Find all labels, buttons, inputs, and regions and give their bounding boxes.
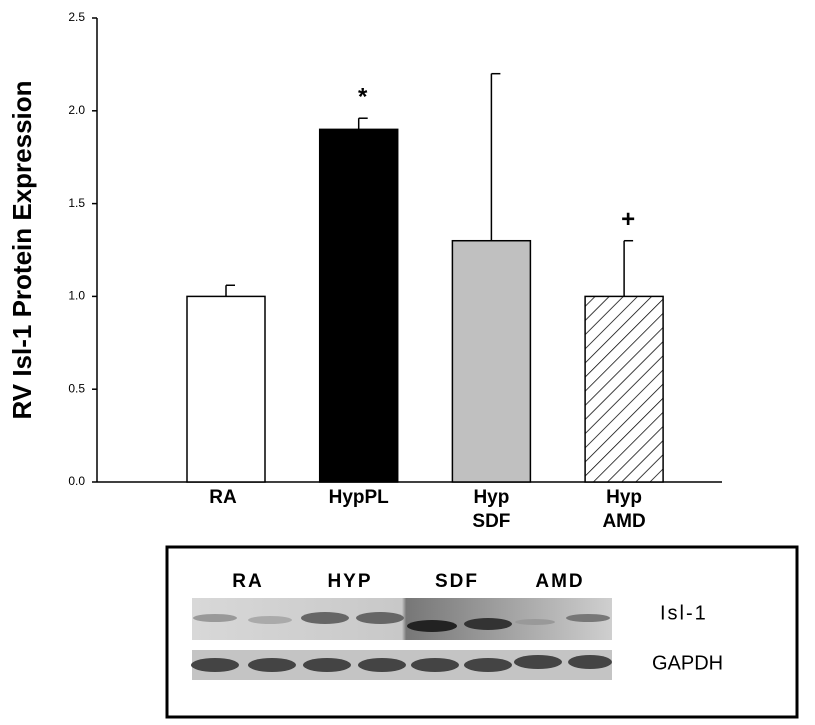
significance-mark: * xyxy=(358,84,368,111)
blot-row-label: GAPDH xyxy=(652,652,723,674)
y-tick-label: 1.5 xyxy=(68,196,85,210)
blot-lane-label: SDF xyxy=(435,571,479,592)
y-axis-label: RV Isl-1 Protein Expression xyxy=(7,80,37,419)
blot-row-label: Isl-1 xyxy=(660,602,708,624)
bar xyxy=(451,239,532,483)
x-tick-label: RA xyxy=(209,487,237,508)
blot-lane-label: HYP xyxy=(327,571,372,592)
bar xyxy=(186,295,266,483)
blot-lane-label: AMD xyxy=(535,571,584,592)
x-tick-label: HypPL xyxy=(328,487,389,508)
bar xyxy=(318,128,399,483)
bar xyxy=(584,295,664,483)
bands xyxy=(191,612,612,672)
x-tick-label: Hyp AMD xyxy=(602,487,646,532)
blot-lane-label: RA xyxy=(232,571,263,592)
y-tick-label: 1.0 xyxy=(68,289,85,303)
x-tick-label: Hyp SDF xyxy=(472,487,511,532)
significance-mark: + xyxy=(621,206,635,233)
western-blot: RA HYP SDF AMD Isl-1 GAPDH xyxy=(165,545,799,719)
y-tick-label: 0.5 xyxy=(68,381,85,395)
y-tick-label: 2.0 xyxy=(68,103,85,117)
y-tick-label: 0.0 xyxy=(68,474,85,488)
y-tick-label: 2.5 xyxy=(68,10,85,24)
